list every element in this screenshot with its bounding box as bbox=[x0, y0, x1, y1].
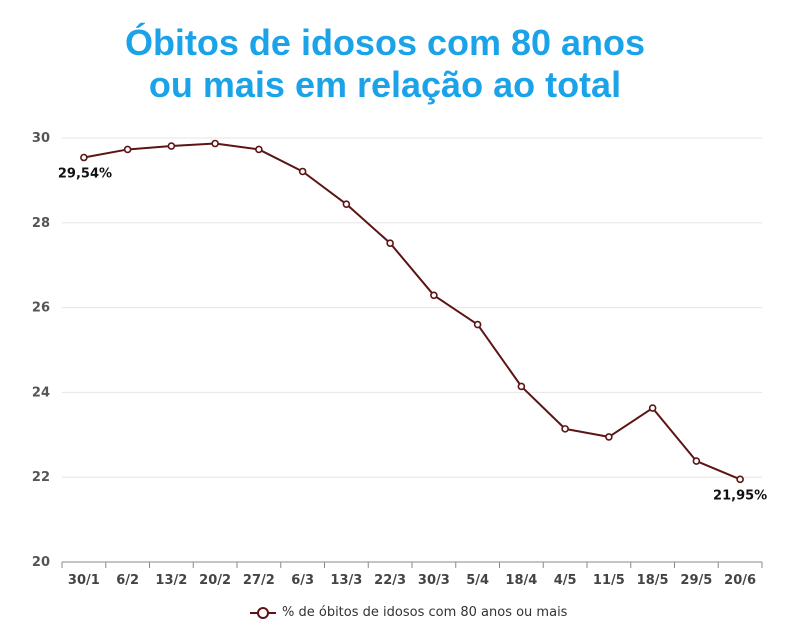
y-axis: 20 22 24 26 28 30 bbox=[32, 131, 50, 570]
series-line bbox=[83, 142, 741, 481]
x-tick-label: 29/5 bbox=[680, 573, 712, 588]
y-tick-label: 20 bbox=[32, 555, 50, 570]
y-tick-label: 30 bbox=[32, 131, 50, 146]
legend[interactable]: % de óbitos de idosos com 80 anos ou mai… bbox=[250, 605, 567, 620]
x-tick-label: 4/5 bbox=[554, 573, 577, 588]
data-point bbox=[255, 145, 263, 154]
x-tick-label: 11/5 bbox=[593, 573, 625, 588]
data-point bbox=[123, 145, 132, 154]
y-tick-label: 26 bbox=[32, 301, 50, 316]
x-tick-label: 20/2 bbox=[199, 573, 231, 588]
chart-title-line-2: ou mais em relação ao total bbox=[148, 64, 622, 105]
series-group bbox=[80, 139, 744, 484]
legend-label: % de óbitos de idosos com 80 anos ou mai… bbox=[282, 605, 568, 620]
data-labels: 29,54% 21,95% bbox=[58, 167, 767, 504]
x-tick-label: 6/2 bbox=[116, 573, 139, 588]
data-point bbox=[517, 382, 526, 391]
y-tick-label: 28 bbox=[32, 216, 50, 231]
data-point bbox=[80, 153, 88, 162]
x-tick-label: 18/5 bbox=[637, 573, 669, 588]
x-axis: 30/1 6/2 13/2 20/2 27/2 6/3 13/3 22/3 30/3 5/4 18/… bbox=[61, 561, 763, 588]
x-tick-label: 5/4 bbox=[466, 573, 489, 588]
data-point bbox=[736, 475, 744, 484]
x-tick-label: 13/3 bbox=[330, 573, 362, 588]
x-tick-label: 6/3 bbox=[291, 573, 314, 588]
data-point bbox=[692, 457, 701, 465]
x-tick-label: 22/3 bbox=[374, 573, 406, 588]
x-tick-label: 30/1 bbox=[68, 573, 100, 588]
gridlines bbox=[62, 137, 762, 478]
legend-marker-icon bbox=[250, 606, 276, 619]
data-point bbox=[648, 404, 657, 412]
chart-title: Óbitos de idosos com 80 anos ou mais em … bbox=[0, 22, 770, 106]
chart-title-line-1: Óbitos de idosos com 80 anos bbox=[124, 22, 646, 63]
x-tick-label: 13/2 bbox=[155, 573, 187, 588]
data-point bbox=[211, 139, 219, 148]
x-tick-label: 18/4 bbox=[505, 573, 537, 588]
data-point bbox=[386, 239, 394, 247]
x-tick-label: 30/3 bbox=[418, 573, 450, 588]
data-label: 29,54% bbox=[58, 167, 112, 182]
data-point bbox=[298, 167, 307, 176]
x-tick-label: 20/6 bbox=[724, 573, 756, 588]
data-point bbox=[605, 433, 613, 441]
data-point bbox=[473, 320, 482, 329]
data-point bbox=[561, 425, 569, 433]
data-point bbox=[342, 200, 351, 208]
x-tick-label: 27/2 bbox=[243, 573, 275, 588]
data-point bbox=[167, 142, 176, 150]
y-tick-label: 22 bbox=[32, 470, 50, 485]
data-point bbox=[430, 291, 438, 300]
y-tick-label: 24 bbox=[32, 385, 50, 400]
data-label: 21,95% bbox=[713, 488, 767, 503]
